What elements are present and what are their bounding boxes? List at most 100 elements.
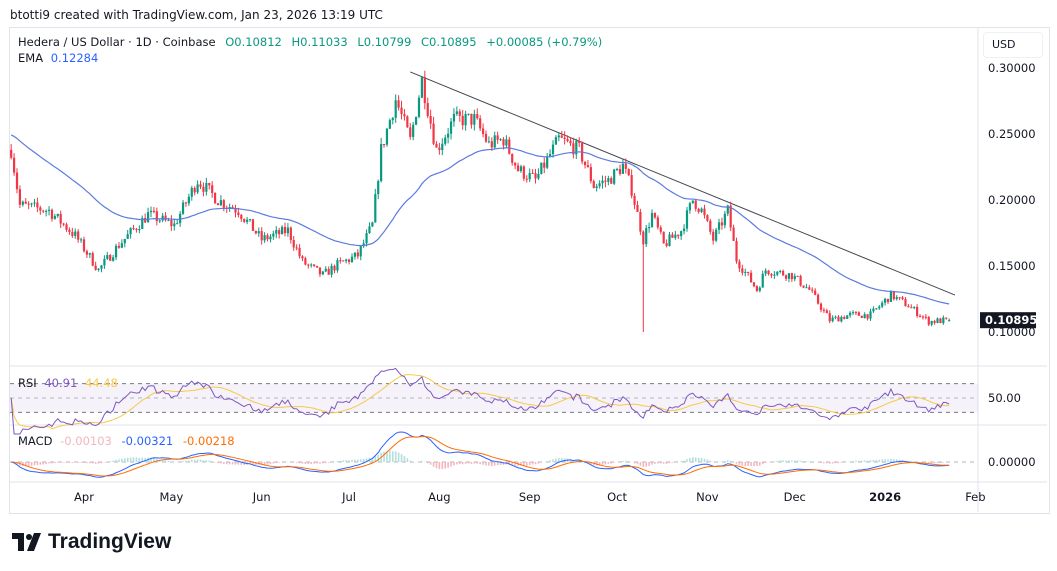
macd-histogram-bar	[319, 462, 321, 464]
candle-body	[193, 187, 196, 193]
candle-body	[863, 314, 866, 318]
candle-body	[694, 200, 697, 209]
macd-histogram-bar	[298, 462, 301, 464]
candle-body	[161, 215, 164, 221]
macd-histogram-bar	[648, 462, 650, 467]
macd-histogram-bar	[759, 462, 761, 466]
candle-body	[892, 290, 895, 300]
candle-body	[417, 97, 421, 117]
candle-body	[738, 261, 741, 269]
candle-body	[857, 312, 860, 316]
macd-histogram-bar	[432, 462, 435, 467]
macd-histogram-bar	[260, 462, 263, 465]
candle-body	[761, 273, 764, 288]
open-value: O0.10812	[225, 35, 282, 49]
candle-body	[557, 135, 560, 138]
macd-histogram-bar	[135, 457, 138, 462]
candle-body	[854, 312, 858, 314]
price-axis-tick-label: 0.30000	[988, 61, 1036, 75]
macd-histogram-bar	[406, 458, 409, 462]
candle-body	[680, 231, 683, 237]
macd-histogram-bar	[697, 457, 700, 462]
candle-body	[851, 312, 855, 314]
macd-histogram-bar	[65, 462, 68, 463]
candle-body	[342, 260, 345, 262]
macd-histogram-bar	[610, 462, 613, 464]
macd-histogram-bar	[683, 460, 685, 462]
macd-histogram-bar	[138, 457, 141, 462]
candle-body	[452, 113, 456, 122]
macd-histogram-bar	[441, 462, 444, 470]
candle-body	[414, 116, 418, 125]
candle-body	[152, 210, 156, 212]
tradingview-logo[interactable]: TradingView	[12, 530, 171, 554]
macd-histogram-bar	[930, 462, 933, 464]
macd-histogram-bar	[922, 462, 924, 463]
symbol-title[interactable]: Hedera / US Dollar · 1D · Coinbase	[18, 35, 216, 49]
macd-histogram-bar	[939, 462, 942, 463]
candle-body	[327, 268, 330, 275]
macd-histogram-bar	[345, 460, 347, 462]
candle-body	[479, 118, 482, 129]
candle-body	[720, 222, 724, 226]
macd-histogram-bar	[421, 460, 423, 462]
macd-histogram-bar	[645, 462, 648, 467]
price-axis-tick-label: 0.25000	[988, 127, 1036, 141]
candle-body	[939, 318, 942, 324]
macd-histogram-bar	[893, 459, 895, 462]
candle-body	[447, 133, 450, 138]
macd-histogram-bar	[255, 462, 257, 465]
candle-body	[741, 268, 744, 273]
candle-body	[211, 185, 214, 193]
macd-histogram-bar	[377, 454, 380, 462]
macd-histogram-bar	[881, 459, 883, 462]
macd-histogram-bar	[540, 462, 543, 463]
macd-histogram-bar	[190, 459, 193, 462]
macd-histogram-bar	[662, 462, 665, 464]
change-value: +0.00085 (+0.79%)	[486, 35, 603, 49]
candle-body	[176, 223, 179, 225]
candle-body	[755, 286, 759, 291]
macd-label: MACD	[18, 434, 53, 448]
ema-legend[interactable]: EMA 0.12284	[18, 51, 98, 65]
macd-legend[interactable]: MACD -0.00103 -0.00321 -0.00218	[18, 434, 235, 448]
rsi-legend[interactable]: RSI 40.91 44.48	[18, 376, 118, 390]
macd-histogram-bar	[313, 462, 315, 464]
candle-body	[613, 169, 616, 184]
candle-body	[406, 116, 409, 128]
candle-body	[380, 144, 383, 182]
macd-histogram-bar	[403, 456, 406, 462]
time-axis-label: Sep	[519, 490, 541, 504]
candle-body	[802, 285, 805, 288]
macd-histogram-bar	[657, 462, 659, 464]
time-axis-label: Oct	[607, 490, 627, 504]
macd-histogram-bar	[866, 460, 869, 462]
macd-histogram-bar	[485, 462, 487, 466]
candle-body	[528, 173, 531, 180]
candle-body	[816, 294, 820, 304]
candle-body	[368, 226, 371, 234]
macd-histogram-bar	[48, 462, 50, 464]
macd-histogram-bar	[91, 462, 94, 464]
currency-button[interactable]: USD	[983, 32, 1043, 58]
candle-body	[36, 202, 39, 208]
candle-body	[455, 111, 458, 114]
macd-histogram-bar	[546, 461, 548, 462]
macd-histogram-bar	[622, 460, 624, 462]
candle-body	[639, 211, 642, 232]
candle-body	[27, 203, 30, 205]
macd-histogram-bar	[141, 457, 144, 462]
macd-histogram-bar	[840, 462, 843, 463]
macd-histogram-bar	[493, 462, 496, 466]
macd-histogram-bar	[569, 459, 572, 462]
macd-histogram-bar	[826, 462, 828, 464]
macd-histogram-bar	[793, 460, 796, 462]
logo-text: TradingView	[48, 530, 172, 553]
macd-histogram-bar	[196, 459, 199, 462]
macd-histogram-bar	[587, 462, 589, 464]
macd-histogram-bar	[558, 458, 560, 462]
macd-histogram-bar	[855, 460, 857, 462]
macd-histogram-bar	[453, 462, 455, 466]
candle-body	[618, 169, 622, 174]
